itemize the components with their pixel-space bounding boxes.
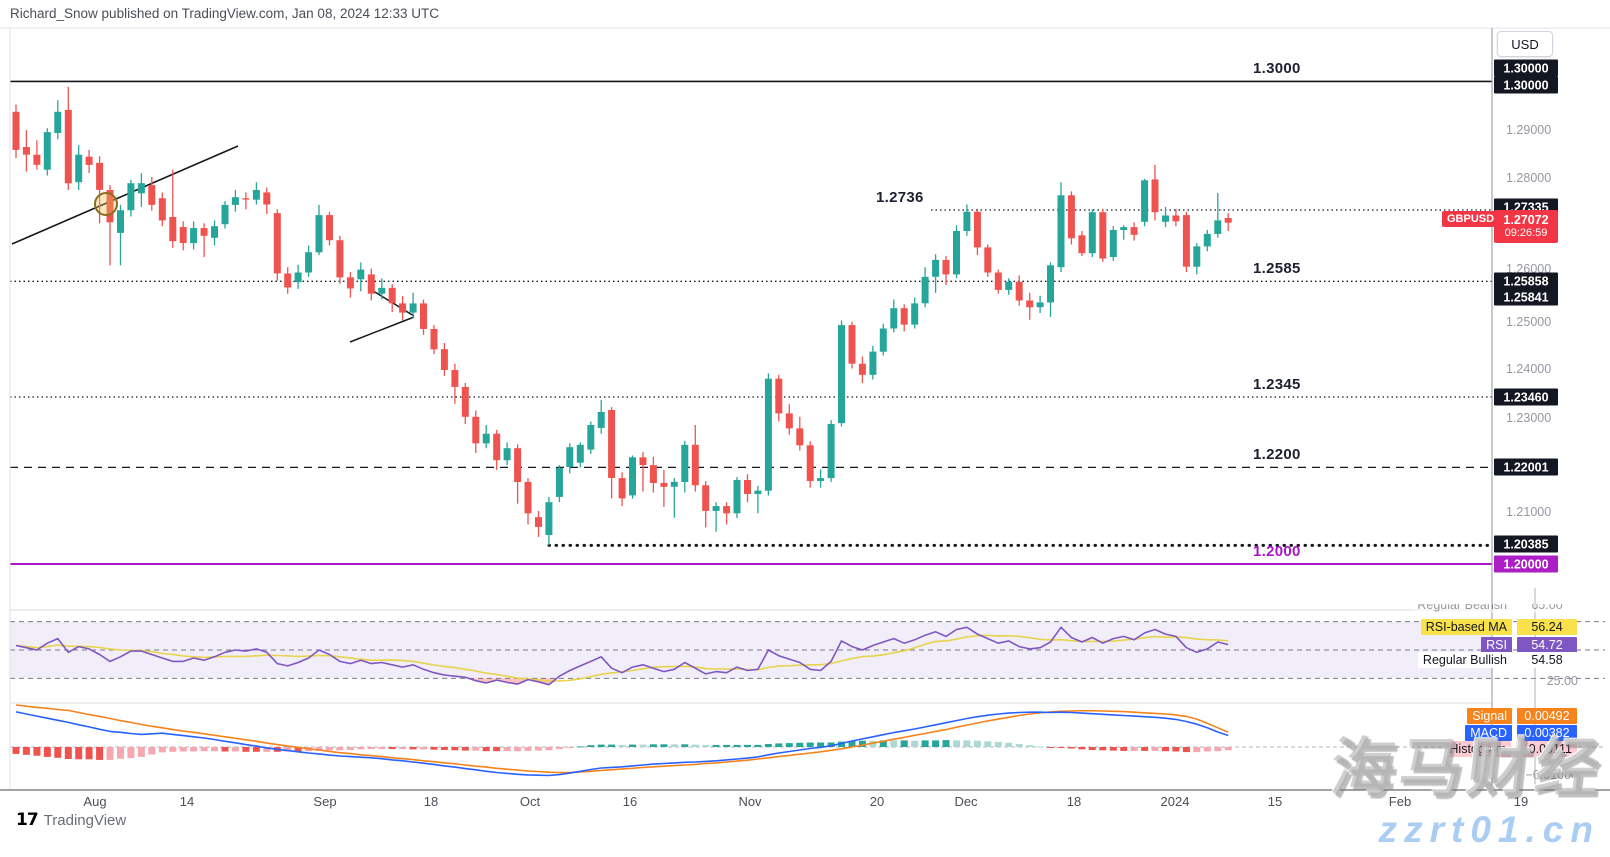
level-price-label: 1.2200 xyxy=(1253,446,1301,464)
indicator-legend-row: MACD 0.00382 xyxy=(1465,725,1577,741)
level-price-label: 1.3000 xyxy=(1253,60,1301,78)
time-axis-label[interactable]: Sep xyxy=(313,794,337,809)
indicator-legend-row: RSI-based MA 56.24 xyxy=(1420,619,1577,635)
indicator-name-chip: Signal xyxy=(1467,708,1512,724)
symbol-label-chip: GBPUSD xyxy=(1442,211,1500,227)
time-axis-label[interactable]: 16 xyxy=(622,794,638,809)
time-axis-label[interactable]: 15 xyxy=(1267,794,1283,809)
price-level-badge: 1.25841 xyxy=(1494,288,1558,306)
current-price-badge: 1.27072 09:26:59 xyxy=(1494,210,1558,243)
time-axis-label[interactable]: 2024 xyxy=(1160,794,1190,809)
indicator-name-chip: Regular Bearish xyxy=(1412,604,1512,613)
current-price-value: 1.27072 xyxy=(1503,212,1549,227)
indicator-legend-row: Regular Bearish 65.00 xyxy=(1412,604,1577,613)
price-scale-tick: 1.21000 xyxy=(1506,505,1552,519)
level-price-label: 1.2345 xyxy=(1253,376,1301,393)
time-axis-label[interactable]: 18 xyxy=(1066,794,1082,809)
price-level-badge: 1.30000 xyxy=(1494,59,1558,77)
price-level-badge: 1.25858 xyxy=(1494,272,1558,290)
time-axis-label[interactable]: 19 xyxy=(1513,794,1529,809)
price-level-badge: 1.20000 xyxy=(1494,555,1558,573)
level-price-label: 1.2585 xyxy=(1253,260,1301,278)
indicator-legend-row: RSI 54.72 xyxy=(1481,637,1577,653)
rsi-scale-label: 25.00 xyxy=(1546,674,1578,688)
indicator-value-chip: 54.58 xyxy=(1517,652,1577,668)
indicator-name-chip: MACD xyxy=(1465,725,1512,741)
price-level-badge: 1.23460 xyxy=(1494,388,1558,406)
indicator-legend-row: Regular Bullish 54.58 xyxy=(1417,652,1577,668)
price-level-badge: 1.20385 xyxy=(1494,535,1558,553)
indicator-value-chip: 0.00492 xyxy=(1517,708,1577,724)
tradingview-logo-icon: 17 xyxy=(16,810,39,830)
indicator-value-chip: 0.00382 xyxy=(1517,725,1577,741)
indicator-legend-row: Histogram −0.00111 xyxy=(1444,741,1577,757)
time-axis-label[interactable]: Feb xyxy=(1388,794,1412,809)
time-axis-label[interactable]: Aug xyxy=(83,794,107,809)
price-scale-tick: 1.25000 xyxy=(1506,315,1552,329)
indicator-name-chip: RSI xyxy=(1481,637,1512,653)
watermark-site-url: zzrt01.cn xyxy=(1378,809,1600,850)
macd-scale-label: −0.01000 xyxy=(1525,768,1578,782)
price-level-badge: 1.22001 xyxy=(1494,458,1558,476)
watermark-chinese: 海马财经 xyxy=(1327,732,1608,804)
level-price-label: 1.2736 xyxy=(876,189,924,206)
indicator-name-chip: RSI-based MA xyxy=(1420,619,1512,635)
tradingview-logo-text: TradingView xyxy=(43,811,127,829)
price-level-badge: 1.30000 xyxy=(1494,76,1558,94)
indicator-value-chip: 56.24 xyxy=(1517,619,1577,635)
time-axis-label[interactable]: Dec xyxy=(954,794,978,809)
time-axis-label[interactable]: Oct xyxy=(519,794,541,809)
indicator-name-chip: Regular Bullish xyxy=(1417,652,1512,668)
indicator-name-chip: Histogram xyxy=(1444,741,1512,757)
bar-countdown: 09:26:59 xyxy=(1504,227,1548,240)
price-scale-tick: 1.28000 xyxy=(1506,171,1552,185)
time-axis-label[interactable]: 20 xyxy=(869,794,885,809)
tradingview-logo[interactable]: 17 TradingView xyxy=(16,810,126,830)
indicator-value-chip: 54.72 xyxy=(1517,637,1577,653)
price-scale-tick: 1.29000 xyxy=(1506,123,1552,137)
time-axis-label[interactable]: Nov xyxy=(738,794,762,809)
published-attribution: Richard_Snow published on TradingView.co… xyxy=(10,6,440,21)
price-scale-tick: 1.23000 xyxy=(1506,411,1552,425)
time-axis-label[interactable]: 14 xyxy=(179,794,195,809)
indicator-value-chip: −0.00111 xyxy=(1516,741,1577,757)
time-axis-label[interactable]: 18 xyxy=(423,794,439,809)
currency-toggle-button[interactable]: USD xyxy=(1497,31,1553,57)
level-price-label: 1.2000 xyxy=(1253,542,1301,560)
price-scale-tick: 1.24000 xyxy=(1506,362,1552,376)
indicator-legend-row: Signal 0.00492 xyxy=(1467,708,1577,724)
indicator-value-chip: 65.00 xyxy=(1517,604,1577,613)
